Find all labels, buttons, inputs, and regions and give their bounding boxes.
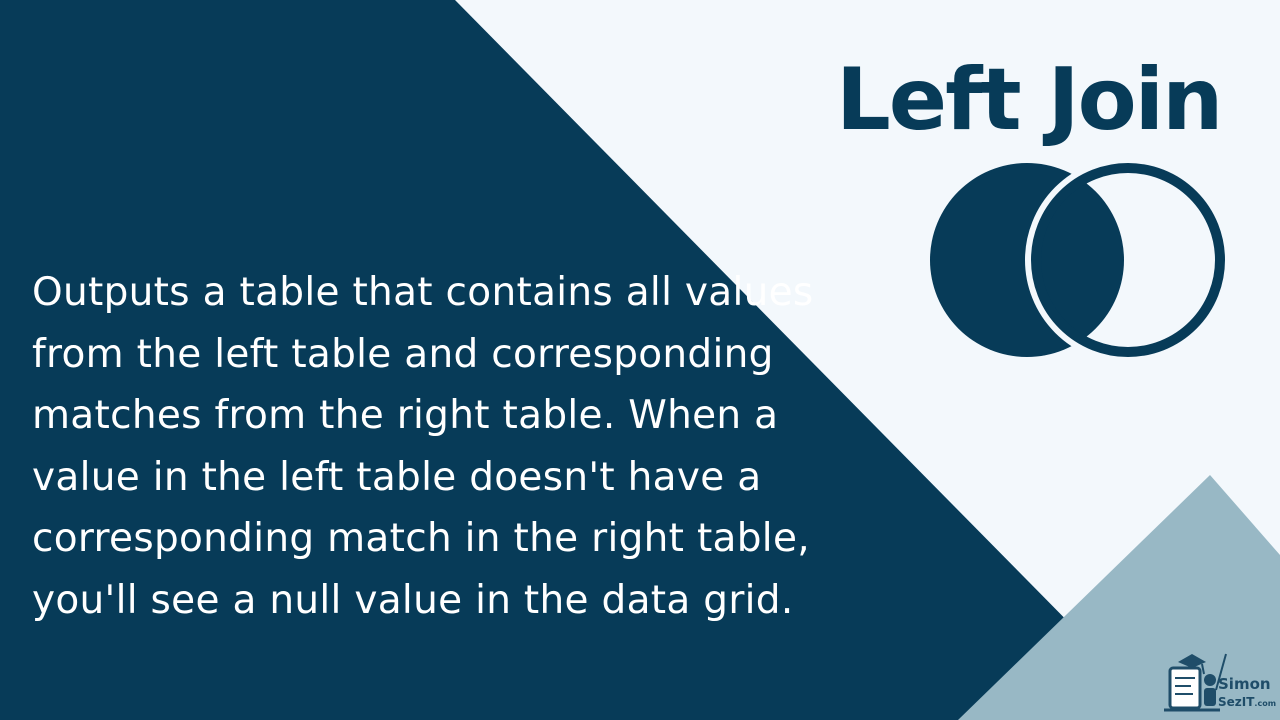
simon-sez-it-logo-icon: [1164, 653, 1227, 712]
logo-name: Simon: [1218, 675, 1271, 693]
right-circle-outline: [1031, 163, 1225, 357]
logo-sub-suffix: .com: [1254, 699, 1277, 708]
logo-sub-main: SezIT: [1218, 695, 1255, 709]
slide-title: Left Join: [836, 50, 1223, 150]
left-join-venn-icon: [930, 158, 1230, 363]
slide-body-text: Outputs a table that contains all values…: [32, 270, 814, 623]
logo-sub: SezIT.com: [1218, 695, 1276, 711]
dark-diagonal-panel: [0, 0, 1165, 720]
